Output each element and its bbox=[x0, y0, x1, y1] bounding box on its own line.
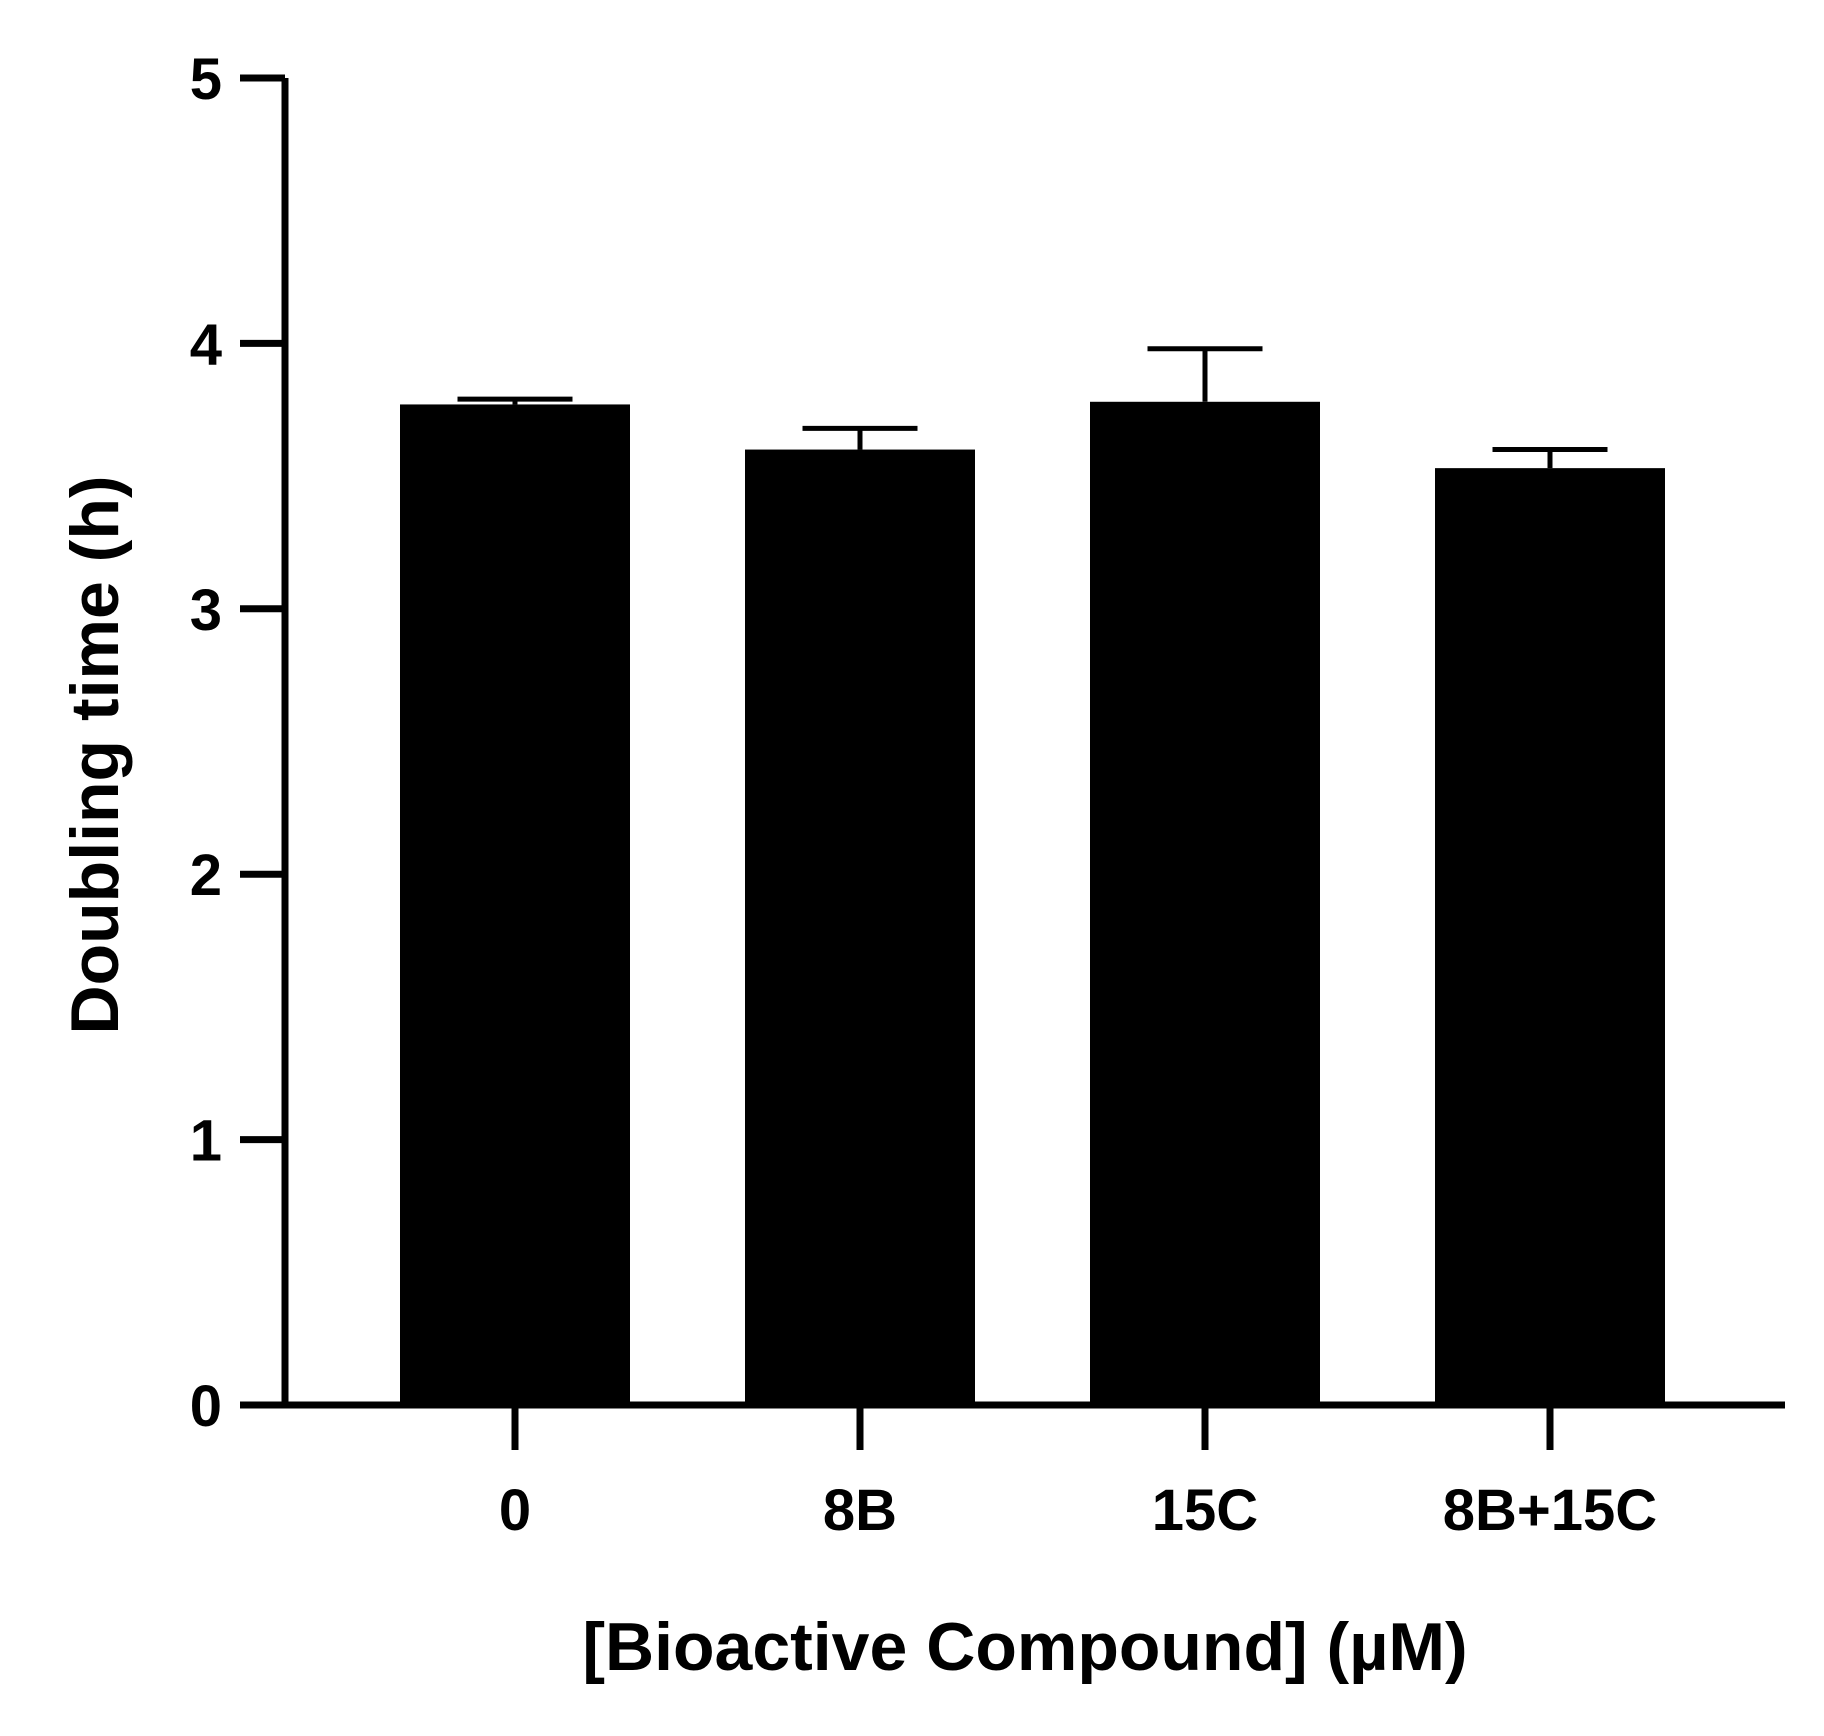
x-tick-label: 0 bbox=[499, 1478, 531, 1543]
x-tick-label: 8B bbox=[823, 1478, 897, 1543]
y-tick-label: 1 bbox=[190, 1109, 222, 1174]
y-axis-title: Doubling time (h) bbox=[57, 475, 133, 1034]
y-tick-label: 5 bbox=[190, 47, 222, 112]
y-tick-label: 2 bbox=[190, 843, 222, 908]
y-tick-label: 4 bbox=[190, 312, 222, 377]
x-axis-title: [Bioactive Compound] (µM) bbox=[582, 1609, 1467, 1685]
bar-15c bbox=[1090, 401, 1320, 1406]
y-axis-ticks: 0 1 2 3 4 5 bbox=[190, 47, 285, 1439]
bar-0 bbox=[400, 404, 630, 1405]
bar-8b-15c bbox=[1435, 468, 1665, 1405]
bar-8b bbox=[745, 449, 975, 1405]
error-bars bbox=[457, 346, 1608, 469]
x-tick-label: 15C bbox=[1152, 1478, 1258, 1543]
x-tick-label: 8B+15C bbox=[1443, 1478, 1657, 1543]
x-axis-ticks: 0 8B 15C 8B+15C bbox=[499, 1405, 1657, 1543]
y-tick-label: 3 bbox=[190, 578, 222, 643]
axes bbox=[240, 78, 1785, 1409]
bars bbox=[400, 401, 1665, 1406]
y-tick-label: 0 bbox=[190, 1374, 222, 1439]
